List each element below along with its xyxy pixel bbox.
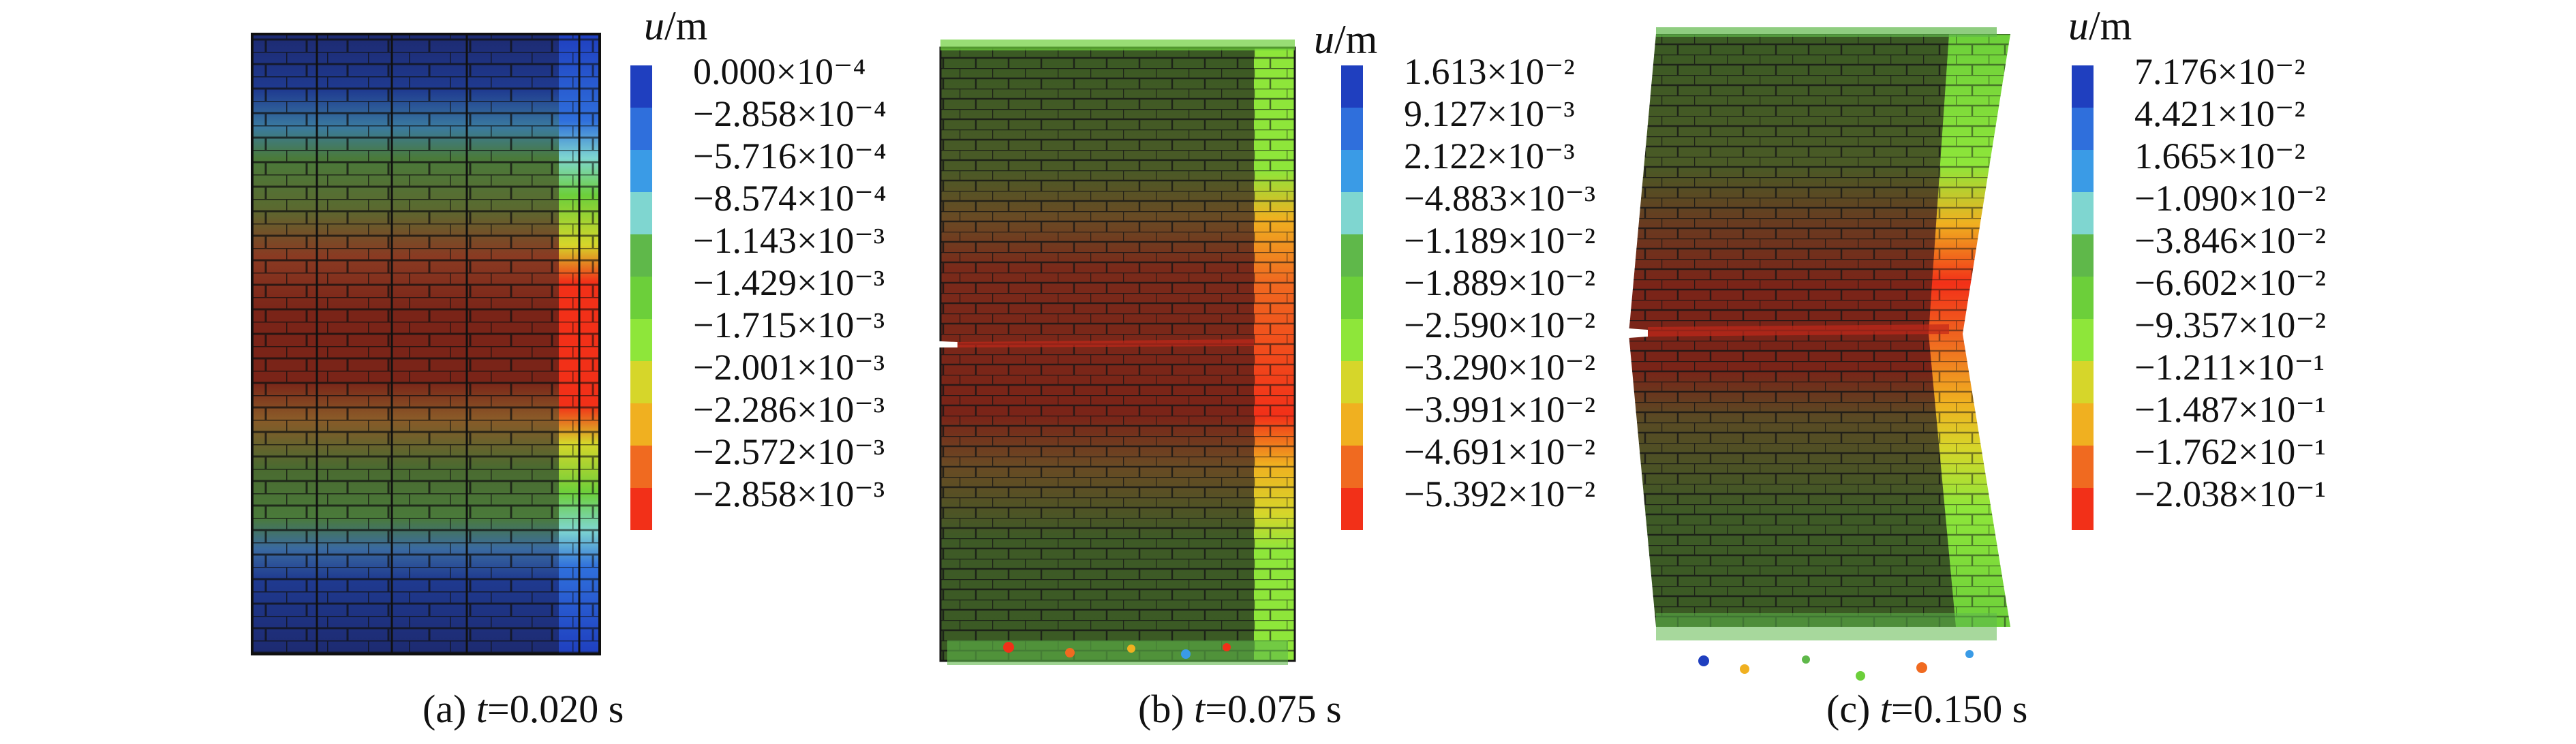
legend-tick-label: −1.211×10⁻¹ [2134,347,2325,388]
legend-tick-label: −2.858×10⁻⁴ [693,93,887,134]
legend-swatch [2072,403,2094,446]
legend-tick-label: −1.487×10⁻¹ [2134,389,2327,430]
panel-a: u/m 0.000×10⁻⁴ −2.858×10⁻⁴ −5.716×10⁻⁴ −8.5… [0,0,887,744]
color-legend-b: u/m 1.613×10⁻² 9.127×10⁻³ 2.122×10⁻³ −4.883… [1314,5,1627,530]
legend-tick-label: −3.991×10⁻² [1404,389,1596,430]
legend-swatch [1341,319,1363,361]
legend-tick-label: −1.429×10⁻³ [693,262,885,303]
legend-tick-label: 2.122×10⁻³ [1404,136,1575,176]
caption-c: (c) t=0.150 s [1826,687,2028,731]
legend-swatch [630,150,652,192]
legend-swatch [630,403,652,446]
legend-tick-label: −8.574×10⁻⁴ [693,178,887,219]
legend-swatch [630,65,652,108]
legend-swatch [2072,319,2094,361]
legend-tick-label: −1.762×10⁻¹ [2134,431,2327,472]
displacement-contour-b [927,40,1296,665]
legend-swatch [1341,65,1363,108]
panel-c: u/m 7.176×10⁻² 4.421×10⁻² 1.665×10⁻² −1.090… [1629,0,2576,744]
color-legend-a: u/m 0.000×10⁻⁴ −2.858×10⁻⁴ −5.716×10⁻⁴ −8.5… [630,3,887,530]
legend-swatch [1341,446,1363,488]
legend-tick-label: 0.000×10⁻⁴ [693,51,866,92]
caption-b: (b) t=0.075 s [1138,687,1342,731]
legend-swatch [1341,488,1363,530]
legend-tick-label: −5.716×10⁻⁴ [693,136,887,176]
legend-swatch [630,108,652,150]
legend-tick-label: −2.858×10⁻³ [693,474,885,514]
legend-title-b: u/m [1314,17,1378,62]
legend-title-c: u/m [2068,3,2132,48]
legend-swatch [2072,65,2094,108]
legend-swatch [1341,150,1363,192]
legend-tick-label: −5.392×10⁻² [1404,474,1596,514]
legend-tick-label: −9.357×10⁻² [2134,305,2327,345]
legend-tick-label: 1.613×10⁻² [1404,51,1575,92]
legend-swatch [2072,277,2094,319]
legend-swatch [2072,192,2094,234]
legend-swatch [1341,108,1363,150]
legend-colorbar-c [2072,65,2094,530]
legend-swatch [630,192,652,234]
legend-tick-label: −6.602×10⁻² [2134,262,2327,303]
legend-tick-label: −1.889×10⁻² [1404,262,1596,303]
legend-swatch [630,277,652,319]
legend-swatch [630,446,652,488]
legend-tick-label: 7.176×10⁻² [2134,51,2305,92]
legend-tick-label: −2.286×10⁻³ [693,389,885,430]
legend-tick-label: −2.590×10⁻² [1404,305,1596,345]
legend-swatch [630,488,652,530]
legend-swatch [630,319,652,361]
legend-tick-label: −2.001×10⁻³ [693,347,885,388]
displacement-contour-a [251,33,601,655]
legend-swatch [1341,192,1363,234]
panel-b: u/m 1.613×10⁻² 9.127×10⁻³ 2.122×10⁻³ −4.883… [879,0,1629,744]
legend-swatch [2072,150,2094,192]
legend-colorbar-a [630,65,652,530]
legend-tick-label: 4.421×10⁻² [2134,93,2305,134]
legend-swatch [2072,488,2094,530]
legend-tick-label: 1.665×10⁻² [2134,136,2305,176]
legend-tick-label: −2.038×10⁻¹ [2134,474,2327,514]
legend-swatch [1341,403,1363,446]
legend-swatch [2072,361,2094,403]
legend-tick-label: −1.143×10⁻³ [693,220,885,261]
caption-a: (a) t=0.020 s [423,687,624,731]
legend-swatch [1341,234,1363,277]
legend-title-a: u/m [644,3,708,48]
legend-swatch [630,234,652,277]
legend-tick-label: −4.691×10⁻² [1404,431,1596,472]
legend-tick-label: −1.715×10⁻³ [693,305,885,345]
legend-swatch [1341,277,1363,319]
legend-swatch [2072,108,2094,150]
legend-tick-label: −3.290×10⁻² [1404,347,1596,388]
legend-swatch [1341,361,1363,403]
legend-colorbar-b [1341,65,1363,530]
legend-tick-label: −1.189×10⁻² [1404,220,1596,261]
legend-swatch [2072,446,2094,488]
legend-tick-label: 9.127×10⁻³ [1404,93,1575,134]
legend-tick-label: −1.090×10⁻² [2134,178,2327,219]
legend-swatch [2072,234,2094,277]
legend-tick-label: −2.572×10⁻³ [693,431,885,472]
legend-tick-label: −3.846×10⁻² [2134,220,2327,261]
legend-tick-label: −4.883×10⁻³ [1404,178,1596,219]
displacement-contour-c [1629,27,2010,681]
color-legend-c: u/m 7.176×10⁻² 4.421×10⁻² 1.665×10⁻² −1.090… [2068,5,2358,530]
legend-swatch [630,361,652,403]
